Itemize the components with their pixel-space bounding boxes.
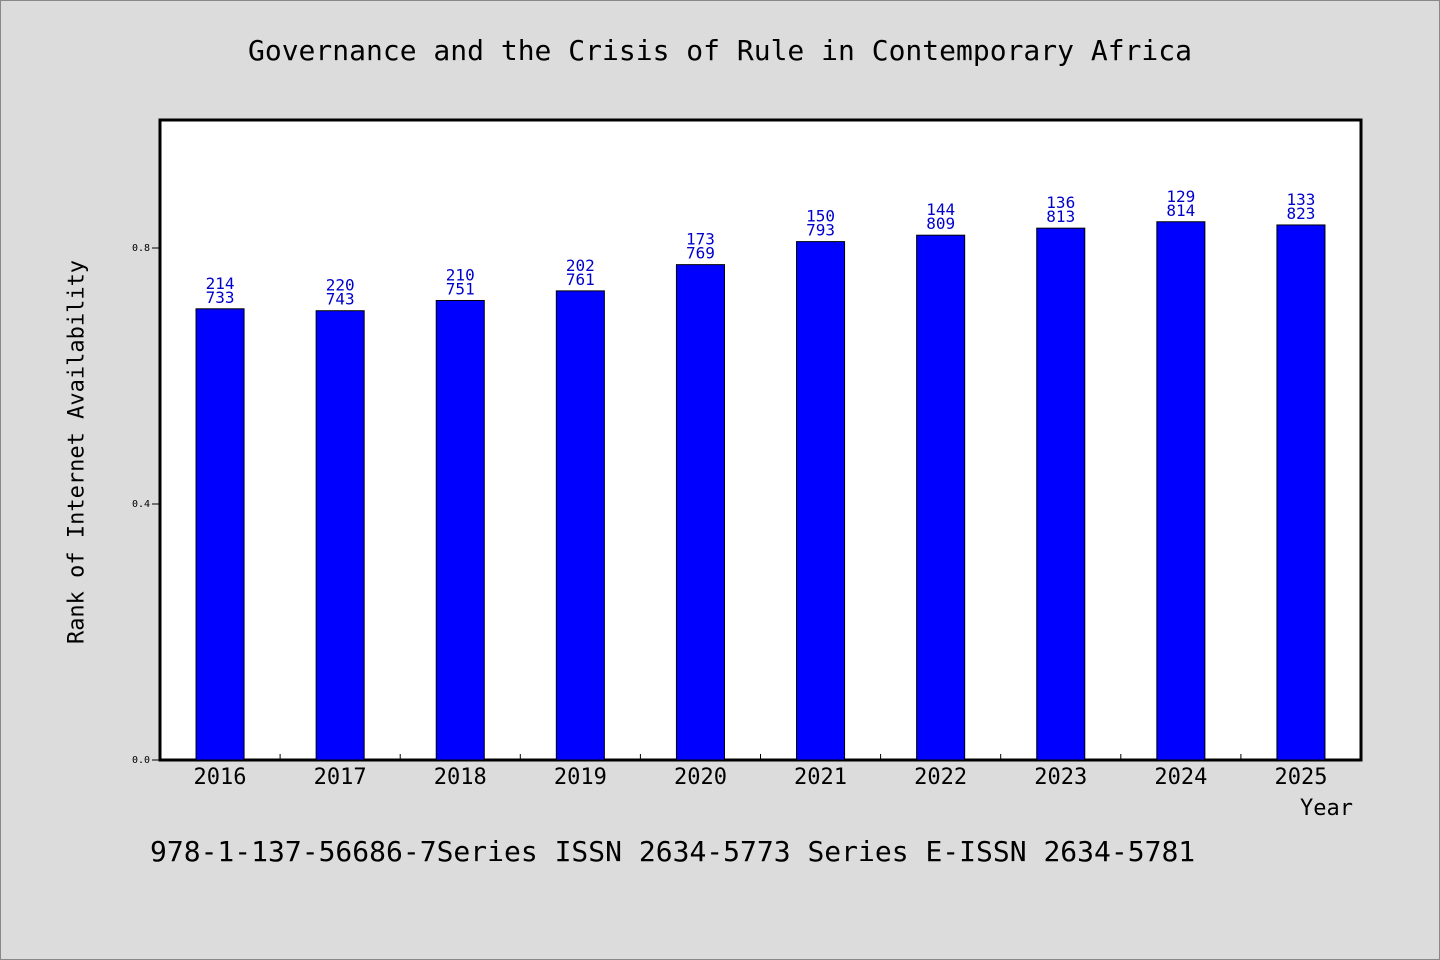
x-tick-label: 2019: [554, 765, 607, 790]
bar-label-upper: 214: [206, 274, 235, 293]
bar-label-upper: 220: [326, 276, 355, 295]
bar-label-lower: 751: [446, 279, 475, 298]
x-tick-label: 2020: [674, 765, 727, 790]
bar-label-lower: 733: [206, 288, 235, 307]
x-tick-label: 2025: [1274, 765, 1327, 790]
bar-2020: [675, 264, 725, 761]
bar-label-upper: 173: [686, 230, 715, 249]
x-tick-label: 2017: [314, 765, 367, 790]
y-tick-label: 0.8: [132, 243, 150, 254]
x-tick-label: 2018: [434, 765, 487, 790]
bar-labels-layer: 2147332207432107512027611737691507931448…: [206, 187, 1316, 309]
bar-label-lower: 743: [326, 290, 355, 309]
bar-2017: [315, 310, 365, 761]
bar-label-lower: 813: [1046, 207, 1075, 226]
x-tick-label: 2024: [1154, 765, 1207, 790]
bar-2025: [1276, 224, 1326, 761]
bar-label-lower: 761: [566, 270, 595, 289]
bar-label-lower: 793: [806, 221, 835, 240]
y-axis: 0.0 0.4 0.8: [132, 243, 160, 766]
bar-2016: [195, 308, 245, 761]
bar-label-upper: 133: [1286, 190, 1315, 209]
x-tick-label: 2021: [794, 765, 847, 790]
bar-label-upper: 150: [806, 207, 835, 226]
series-info-text: 978-1-137-56686-7Series ISSN 2634-5773 S…: [150, 835, 1196, 868]
bar-label-lower: 769: [686, 244, 715, 263]
bar-2018: [435, 299, 485, 761]
bar-label-lower: 823: [1286, 204, 1315, 223]
x-axis-label: Year: [1300, 796, 1353, 821]
y-tick-label: 0.0: [132, 755, 150, 766]
bar-label-upper: 210: [446, 265, 475, 284]
bar-label-upper: 202: [566, 256, 595, 275]
bar-label-lower: 814: [1166, 201, 1195, 220]
x-tick-label: 2022: [914, 765, 967, 790]
bar-2021: [796, 241, 846, 761]
bar-2024: [1156, 221, 1206, 761]
bars-layer: [195, 221, 1326, 761]
bar-label-lower: 809: [926, 214, 955, 233]
chart-title: Governance and the Crisis of Rule in Con…: [247, 34, 1192, 67]
x-tick-label: 2016: [194, 765, 247, 790]
bar-label-upper: 129: [1166, 187, 1195, 206]
bar-2019: [555, 290, 605, 761]
bar-2023: [1036, 227, 1086, 761]
x-tick-label: 2023: [1034, 765, 1087, 790]
y-tick-label: 0.4: [132, 499, 150, 510]
bar-2022: [916, 234, 966, 761]
bar-label-upper: 136: [1046, 193, 1075, 212]
x-axis: 2016 2017 2018 2019 2020 2021 2022 2023 2024 2025: [194, 754, 1327, 790]
bar-label-upper: 144: [926, 200, 955, 219]
